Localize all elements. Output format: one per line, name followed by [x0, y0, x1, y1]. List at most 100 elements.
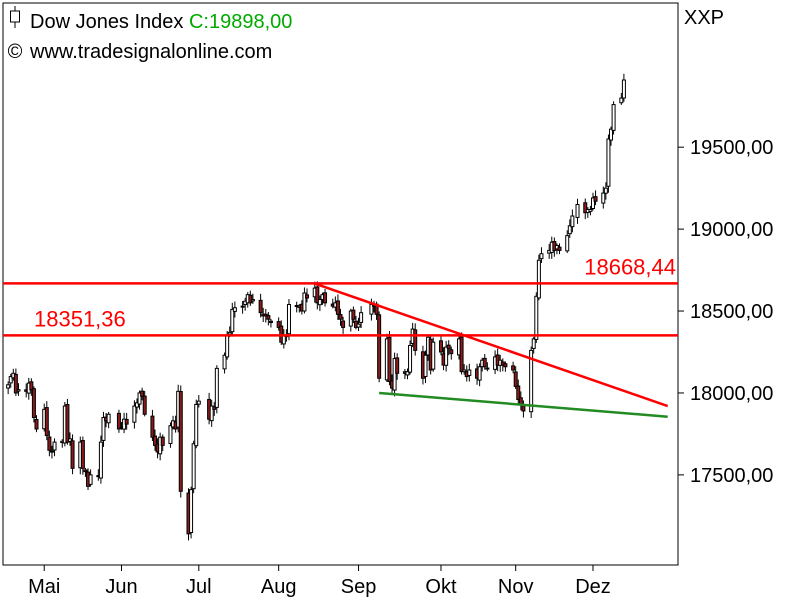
- candle-body: [377, 314, 382, 379]
- candle-body: [225, 335, 230, 358]
- close-value: C:19898,00: [188, 11, 293, 33]
- candle-body: [609, 128, 614, 141]
- candle-body: [98, 441, 103, 479]
- candle-body: [315, 286, 320, 304]
- chart-header-title-row: Dow Jones Index C:19898,00: [6, 6, 292, 34]
- candle-body: [31, 388, 36, 419]
- candle-body: [153, 435, 158, 446]
- candle-body: [583, 202, 588, 214]
- support-trendline: [379, 391, 668, 418]
- candle-body: [462, 369, 467, 373]
- candle-body: [134, 402, 139, 408]
- candle-body: [232, 307, 237, 312]
- candle-body: [467, 369, 472, 376]
- candle-body: [142, 395, 147, 415]
- candle-body: [485, 367, 490, 370]
- candle-body: [431, 341, 436, 370]
- source-link[interactable]: www.tradesignalonline.com: [30, 41, 273, 63]
- candle-body: [405, 371, 410, 376]
- candle-body: [268, 320, 273, 324]
- candle-body: [250, 299, 255, 302]
- candle-body: [565, 235, 570, 252]
- candle-body: [266, 315, 271, 320]
- candle-body: [80, 440, 85, 469]
- candle-body: [196, 400, 201, 405]
- candle-body: [603, 187, 608, 194]
- candle-body: [459, 336, 464, 373]
- resistance-trendline: [314, 282, 669, 408]
- candle-body: [191, 443, 196, 490]
- candle-body: [230, 308, 235, 333]
- candle-body: [536, 259, 541, 299]
- candle-body: [395, 357, 400, 374]
- candle-body: [305, 294, 310, 299]
- candle-body: [240, 305, 245, 308]
- candle-body: [137, 392, 142, 405]
- candle-body: [323, 292, 328, 304]
- candle-body: [335, 300, 340, 315]
- candle-body: [444, 346, 449, 366]
- candle-body: [8, 376, 13, 384]
- candle-body: [276, 321, 281, 328]
- candle-body: [248, 294, 253, 304]
- candle-body: [503, 363, 508, 368]
- candle-body: [341, 320, 346, 328]
- candle-body: [593, 196, 598, 202]
- x-axis-tick-label: Sep: [341, 576, 377, 598]
- candle-body: [67, 438, 72, 442]
- candlestick-icon: [6, 6, 24, 34]
- horizontal-level-label: 18351,36: [34, 306, 126, 331]
- candle-body: [338, 314, 343, 320]
- candle-body: [65, 404, 70, 443]
- candle-body: [601, 192, 606, 204]
- candle-body: [413, 329, 418, 351]
- candle-body: [534, 295, 539, 340]
- candle-body: [619, 97, 624, 104]
- candle-body: [588, 208, 593, 212]
- instrument-title: Dow Jones Index: [30, 11, 184, 33]
- x-axis-tick-label: Jun: [105, 576, 137, 598]
- candle-body: [531, 338, 536, 349]
- candle-body: [168, 425, 173, 445]
- candle-body: [570, 215, 575, 228]
- candle-body: [132, 405, 137, 423]
- candle-body: [539, 253, 544, 260]
- candle-body: [222, 354, 227, 370]
- x-axis-tick-label: Dez: [575, 576, 611, 598]
- candle-body: [212, 406, 217, 410]
- candle-body: [286, 303, 291, 335]
- y-axis-tick-label: 19500,00: [690, 137, 773, 159]
- y-axis-tick-label: 19000,00: [690, 219, 773, 241]
- candle-body: [511, 365, 516, 371]
- candle-body: [150, 415, 155, 438]
- candle-body: [258, 299, 263, 314]
- candle-body: [6, 384, 11, 389]
- candle-body: [29, 381, 34, 391]
- candle-body: [516, 385, 521, 401]
- candle-body: [140, 390, 145, 397]
- candle-body: [575, 204, 580, 218]
- candle-body: [16, 389, 21, 392]
- candle-body: [88, 474, 93, 485]
- y-axis-tick-label: 18500,00: [690, 301, 773, 323]
- symbol-label: XXP: [684, 7, 725, 29]
- candle-body: [513, 371, 518, 387]
- candle-body: [567, 225, 572, 235]
- x-axis-tick-label: Jul: [186, 576, 212, 598]
- candle-body: [359, 312, 364, 323]
- candle-body: [408, 344, 413, 373]
- candle-body: [49, 450, 54, 453]
- candle-body: [279, 325, 284, 343]
- candle-body: [209, 405, 214, 422]
- candle-body: [160, 436, 165, 446]
- candle-body: [70, 440, 75, 469]
- candle-body: [13, 373, 18, 394]
- candle-body: [106, 413, 111, 424]
- x-axis-tick-label: Okt: [425, 576, 457, 598]
- candle-body: [611, 104, 616, 131]
- candle-body: [529, 349, 534, 413]
- candle-body: [351, 309, 356, 320]
- candle-body: [189, 489, 194, 534]
